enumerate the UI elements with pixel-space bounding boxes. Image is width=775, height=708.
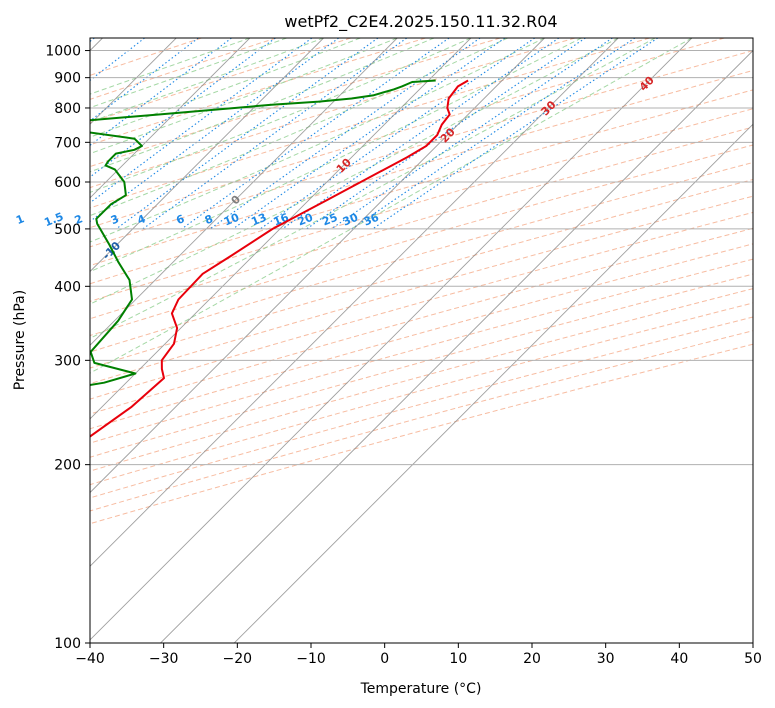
x-tick-label: −40 bbox=[75, 651, 105, 667]
moist-adiabat-line bbox=[90, 38, 656, 339]
moist-adiabat-line bbox=[90, 38, 398, 155]
x-tick-label: 50 bbox=[744, 651, 762, 667]
x-tick-label: −10 bbox=[296, 651, 326, 667]
x-axis-label: Temperature (°C) bbox=[360, 681, 482, 697]
mixing-ratio-label: 1 bbox=[14, 212, 26, 227]
isotherm-line bbox=[90, 38, 693, 641]
x-tick-label: 40 bbox=[670, 651, 688, 667]
mixing-ratio-line bbox=[209, 38, 481, 230]
mixing-ratio-label: 8 bbox=[203, 212, 215, 227]
mixing-ratio-label: 10 bbox=[222, 211, 241, 229]
mixing-ratio-label: 30 bbox=[341, 211, 360, 229]
y-tick-label: 500 bbox=[54, 222, 81, 238]
y-axis-label: Pressure (hPa) bbox=[12, 290, 28, 390]
dry-adiabat-line bbox=[90, 38, 725, 229]
x-tick-label: 30 bbox=[597, 651, 615, 667]
isotherms bbox=[90, 38, 753, 643]
dry-adiabat-line bbox=[90, 243, 753, 430]
dry-adiabat-line bbox=[90, 258, 753, 444]
x-tick-label: 20 bbox=[523, 651, 541, 667]
profile-series bbox=[90, 79, 469, 438]
dry-adiabat-line bbox=[90, 302, 753, 486]
isotherm-line bbox=[233, 123, 753, 643]
mixing-ratio-label: 3 bbox=[109, 212, 121, 227]
y-tick-label: 100 bbox=[54, 636, 81, 652]
x-tick-label: −20 bbox=[223, 651, 253, 667]
y-tick-label: 700 bbox=[54, 135, 81, 151]
pressure-gridlines bbox=[90, 50, 753, 643]
moist-adiabat-line bbox=[90, 38, 545, 243]
isotherm-line bbox=[90, 38, 324, 273]
y-tick-label: 1000 bbox=[45, 44, 81, 60]
dry-adiabat-line bbox=[90, 38, 501, 168]
mixing-ratio-label: 2 bbox=[73, 212, 85, 227]
dry-adiabat-line bbox=[90, 273, 753, 458]
x-tick-label: 0 bbox=[380, 651, 389, 667]
mixing-ratio-line bbox=[115, 38, 379, 230]
dewpoint-line bbox=[90, 79, 436, 387]
mixing-ratio-line bbox=[90, 38, 339, 223]
y-axis: 100 200 300 400 500 600 700 800 900 1000 bbox=[45, 44, 90, 652]
moist-adiabat-line bbox=[90, 38, 472, 193]
isotherm-line bbox=[90, 38, 472, 420]
dry-adiabat-line bbox=[90, 108, 753, 302]
y-tick-label: 800 bbox=[54, 101, 81, 117]
dry-adiabat-line bbox=[90, 288, 753, 472]
dry-adiabat-line bbox=[90, 211, 753, 400]
mixing-ratio-label: 25 bbox=[320, 211, 339, 229]
dry-adiabat-line bbox=[90, 38, 351, 124]
temperature-line bbox=[90, 79, 469, 438]
chart-title: wetPf2_C2E4.2025.150.11.32.R04 bbox=[284, 12, 557, 32]
isotherm-line bbox=[90, 38, 251, 199]
dry-adiabat-line bbox=[90, 69, 753, 267]
dry-adiabat-line bbox=[90, 38, 650, 209]
y-tick-label: 900 bbox=[54, 71, 81, 87]
y-tick-label: 300 bbox=[54, 353, 81, 369]
mixing-ratio-label: 13 bbox=[249, 211, 268, 229]
mixing-ratio-line bbox=[181, 38, 450, 230]
isotherm-line bbox=[90, 38, 545, 494]
mixing-ratio-label: 16 bbox=[272, 211, 291, 229]
mixing-ratio-label: 36 bbox=[362, 211, 381, 229]
moist-adiabat-line bbox=[90, 38, 693, 374]
mixing-ratio-line bbox=[282, 38, 560, 230]
plot-frame bbox=[89, 37, 754, 644]
isotherm-line bbox=[90, 38, 619, 567]
y-tick-label: 600 bbox=[54, 175, 81, 191]
x-tick-label: 10 bbox=[449, 651, 467, 667]
isotherm-line bbox=[90, 38, 398, 346]
dry-adiabat-line bbox=[90, 161, 753, 353]
y-tick-label: 200 bbox=[54, 458, 81, 474]
mixing-ratio-line bbox=[90, 38, 199, 122]
x-axis: −40 −30 −20 −10 0 10 20 30 40 50 bbox=[75, 643, 762, 667]
moist-adiabat-line bbox=[90, 38, 619, 305]
isotherm-line bbox=[160, 49, 753, 643]
y-tick-label: 400 bbox=[54, 279, 81, 295]
dry-adiabat-line bbox=[90, 316, 753, 499]
dry-adiabat-line bbox=[90, 343, 753, 525]
x-tick-label: −30 bbox=[149, 651, 179, 667]
dry-adiabat-line bbox=[90, 330, 753, 512]
mixing-ratio-line bbox=[351, 38, 636, 230]
dry-adiabat-line bbox=[90, 126, 753, 320]
